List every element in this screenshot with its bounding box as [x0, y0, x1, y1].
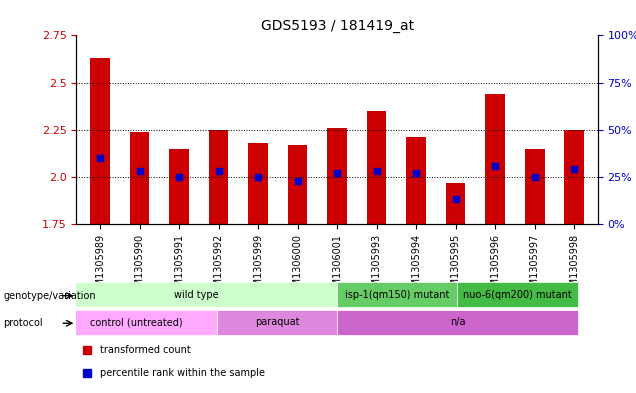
FancyBboxPatch shape [337, 310, 577, 334]
Bar [367, 111, 387, 224]
Text: protocol: protocol [3, 318, 43, 328]
Text: wild type: wild type [174, 290, 219, 300]
Bar [90, 58, 110, 224]
Text: transformed count: transformed count [100, 345, 191, 355]
Bar [485, 94, 505, 224]
Bar [564, 130, 584, 224]
Title: GDS5193 / 181419_at: GDS5193 / 181419_at [261, 19, 413, 33]
Bar [327, 128, 347, 224]
Text: isp-1(qm150) mutant: isp-1(qm150) mutant [345, 290, 450, 300]
Text: genotype/variation: genotype/variation [3, 290, 96, 301]
Text: control (untreated): control (untreated) [90, 317, 183, 327]
Text: paraquat: paraquat [254, 317, 299, 327]
Bar [130, 132, 149, 224]
Bar [406, 137, 426, 224]
FancyBboxPatch shape [337, 282, 457, 307]
FancyBboxPatch shape [56, 282, 337, 307]
Bar [248, 143, 268, 224]
Bar [169, 149, 189, 224]
Bar [209, 130, 228, 224]
Bar [446, 182, 466, 224]
Text: n/a: n/a [450, 317, 465, 327]
Bar [287, 145, 307, 224]
Text: percentile rank within the sample: percentile rank within the sample [100, 368, 265, 378]
Text: nuo-6(qm200) mutant: nuo-6(qm200) mutant [463, 290, 572, 300]
FancyBboxPatch shape [457, 282, 577, 307]
FancyBboxPatch shape [56, 310, 217, 334]
Bar [525, 149, 544, 224]
FancyBboxPatch shape [217, 310, 337, 334]
